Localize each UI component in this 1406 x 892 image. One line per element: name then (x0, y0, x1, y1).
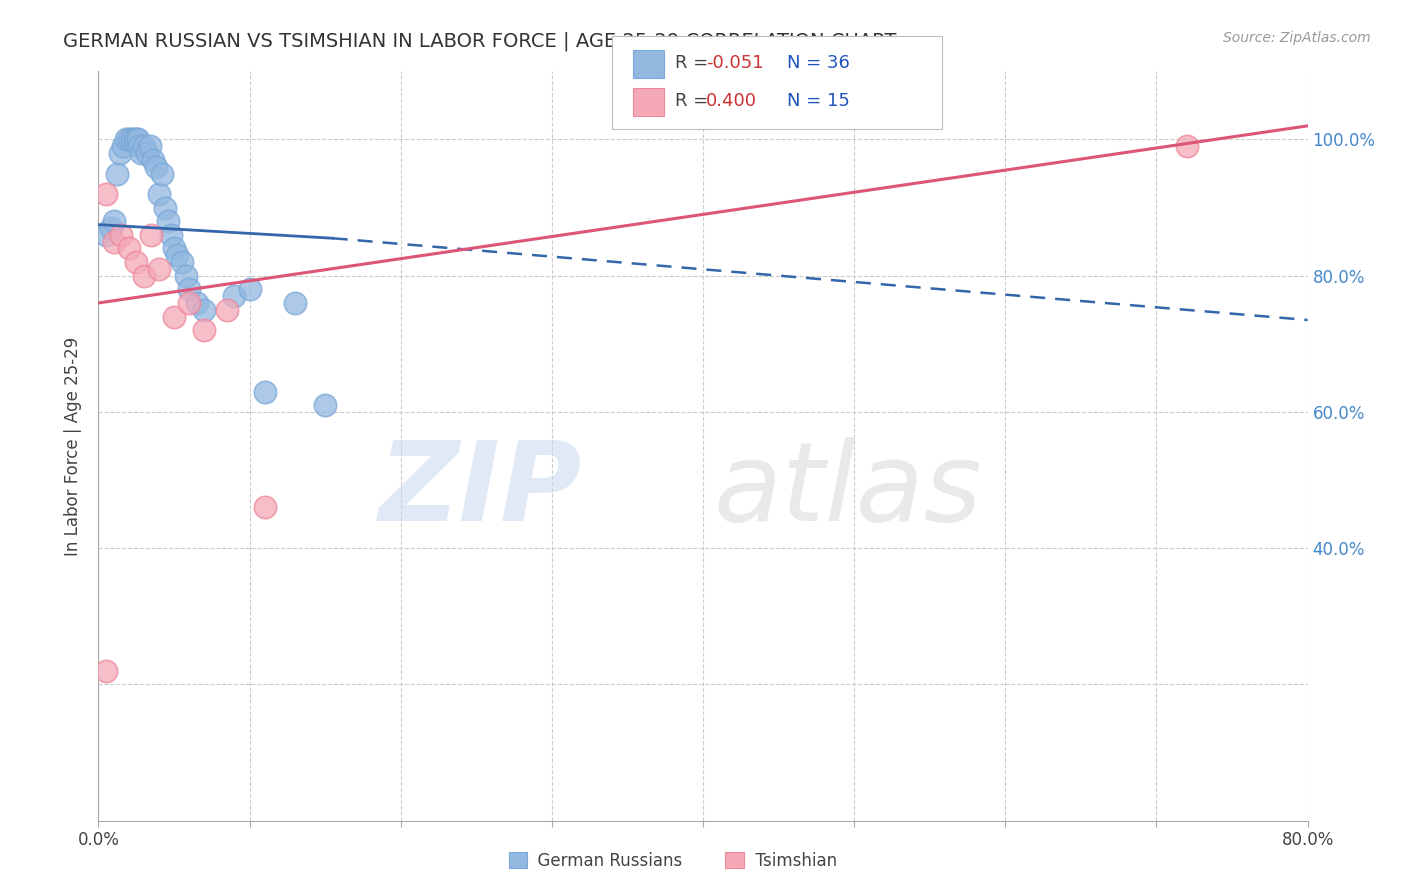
Point (153, 201, 176, 215)
Point (156, 214, 179, 228)
Text: atlas: atlas (714, 437, 983, 544)
Text: N = 36: N = 36 (787, 54, 851, 72)
Point (128, 139, 150, 153)
Point (110, 227, 132, 242)
Point (145, 160, 167, 174)
Point (127, 132, 149, 146)
Point (103, 235, 125, 249)
Point (139, 139, 162, 153)
Point (163, 310, 186, 324)
Point (186, 296, 208, 310)
Point (148, 261, 170, 276)
Text: N = 15: N = 15 (787, 92, 851, 110)
Point (132, 268, 155, 283)
Text: Source: ZipAtlas.com: Source: ZipAtlas.com (1223, 31, 1371, 45)
Point (253, 384, 276, 399)
Point (148, 186, 170, 201)
Point (125, 255, 148, 269)
Point (170, 255, 193, 269)
Point (114, 132, 136, 146)
Point (163, 242, 186, 256)
Point (103, 214, 125, 228)
Point (141, 227, 163, 242)
Point (1175, 139, 1198, 153)
Point (166, 248, 188, 262)
Point (132, 139, 155, 153)
Point (142, 153, 165, 167)
Point (193, 302, 215, 317)
Point (150, 167, 173, 181)
Point (94, 227, 117, 242)
Point (129, 146, 152, 161)
Point (284, 296, 307, 310)
Point (174, 268, 197, 283)
Text: -0.051: -0.051 (706, 54, 763, 72)
Y-axis label: In Labor Force | Age 25-29: In Labor Force | Age 25-29 (65, 336, 83, 556)
Point (179, 296, 201, 310)
Point (179, 282, 201, 296)
Text: ZIP: ZIP (378, 437, 582, 544)
Point (135, 146, 157, 161)
Point (253, 500, 276, 515)
Text: 0.400: 0.400 (706, 92, 756, 110)
Point (124, 132, 146, 146)
Point (105, 167, 128, 181)
Point (121, 132, 143, 146)
Text: GERMAN RUSSIAN VS TSIMSHIAN IN LABOR FORCE | AGE 25-29 CORRELATION CHART: GERMAN RUSSIAN VS TSIMSHIAN IN LABOR FOR… (63, 31, 897, 51)
Point (215, 302, 238, 317)
Text: German Russians: German Russians (527, 852, 682, 870)
Point (111, 139, 134, 153)
Point (239, 282, 262, 296)
Text: Tsimshian: Tsimshian (745, 852, 838, 870)
Point (118, 242, 141, 256)
Point (160, 227, 183, 242)
Point (224, 289, 246, 303)
Text: R =: R = (675, 92, 714, 110)
Point (193, 323, 215, 337)
Point (118, 132, 141, 146)
Point (94, 186, 117, 201)
Point (125, 132, 148, 146)
Point (100, 221, 122, 235)
Text: R =: R = (675, 54, 714, 72)
Point (108, 146, 131, 161)
Point (94, 664, 117, 678)
Point (314, 398, 336, 412)
